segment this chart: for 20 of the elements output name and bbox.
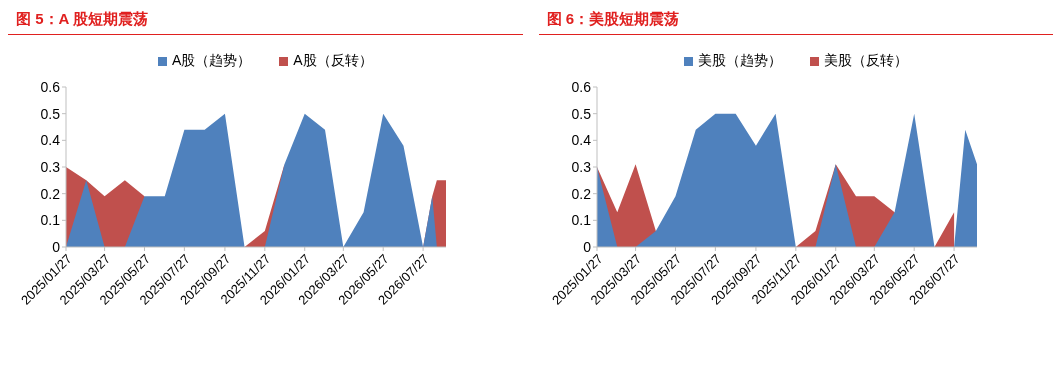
legend-label: A股（趋势） — [171, 52, 252, 70]
y-tick-label: 0.5 — [40, 105, 61, 122]
y-tick-label: 0.2 — [40, 185, 61, 202]
y-tick-label: 0.4 — [571, 132, 591, 149]
legend-label: A股（反转） — [293, 52, 373, 70]
legend-label: 美股（反转） — [823, 52, 908, 70]
y-tick-label: 0.1 — [40, 212, 61, 229]
y-tick-label: 0.4 — [40, 132, 61, 149]
y-tick-label: 0.3 — [40, 158, 61, 175]
y-tick-label: 0.3 — [571, 158, 591, 175]
y-tick-label: 0.6 — [40, 78, 61, 95]
y-tick-label: 0.6 — [571, 78, 591, 95]
legend-label: 美股（趋势） — [697, 52, 782, 70]
chart-title: 图 5：A 股短期震荡 — [8, 8, 523, 35]
y-tick-label: 0 — [52, 238, 61, 255]
y-tick-label: 0.5 — [571, 105, 591, 122]
y-tick-label: 0.1 — [571, 212, 591, 229]
y-tick-label: 0 — [582, 238, 591, 255]
chart-title: 图 6：美股短期震荡 — [538, 8, 1053, 35]
y-tick-label: 0.2 — [571, 185, 591, 202]
